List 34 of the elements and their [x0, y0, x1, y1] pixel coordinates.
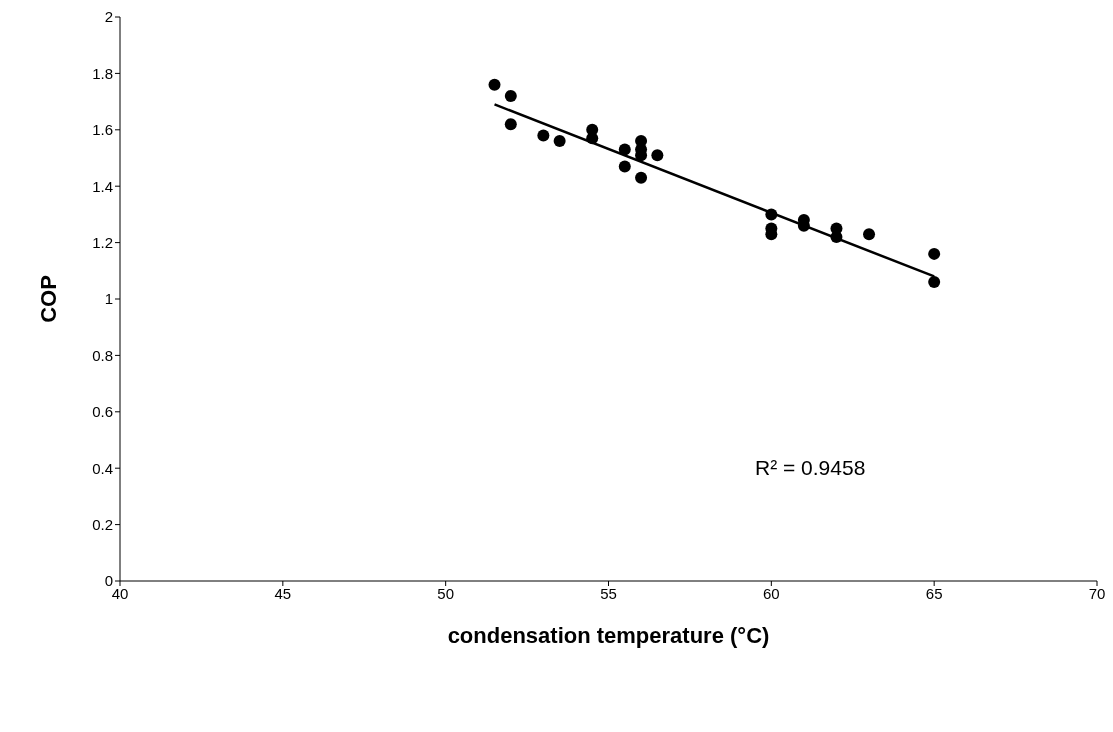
x-axis-title: condensation temperature (°C) — [447, 623, 770, 648]
y-tick-label: 1 — [104, 290, 113, 308]
x-tick-label: 55 — [600, 584, 617, 602]
y-tick-label: 0.8 — [92, 346, 113, 364]
point — [504, 89, 517, 102]
point — [928, 247, 941, 260]
point — [618, 143, 631, 156]
y-tick-label: 1.6 — [92, 121, 113, 139]
point — [537, 129, 550, 142]
y-tick-label: 0.6 — [92, 403, 113, 421]
y-tick-label: 2 — [104, 8, 113, 26]
point — [651, 149, 664, 162]
x-tick-label: 70 — [1088, 584, 1106, 602]
point — [928, 276, 941, 289]
y-tick-label: 0.2 — [92, 515, 113, 533]
y-tick-label: 1.2 — [92, 233, 113, 251]
point — [504, 118, 517, 131]
x-tick-label: 40 — [111, 584, 129, 602]
annotation: R² = 0.9458 — [755, 456, 866, 480]
x-tick-label: 65 — [925, 584, 943, 602]
x-tick-label: 45 — [274, 584, 292, 602]
x-tick-label: 60 — [762, 584, 780, 602]
point — [488, 78, 501, 91]
point — [635, 171, 648, 184]
y-tick-label: 0 — [104, 572, 113, 590]
point — [553, 135, 566, 148]
point — [863, 228, 876, 241]
point — [765, 208, 778, 221]
y-tick-label: 1.4 — [92, 177, 113, 195]
y-tick-label: 1.8 — [92, 64, 113, 82]
point — [618, 160, 631, 173]
x-tick-label: 50 — [437, 584, 455, 602]
y-axis-title: COP — [35, 275, 61, 323]
y-tick-label: 0.4 — [92, 459, 113, 477]
